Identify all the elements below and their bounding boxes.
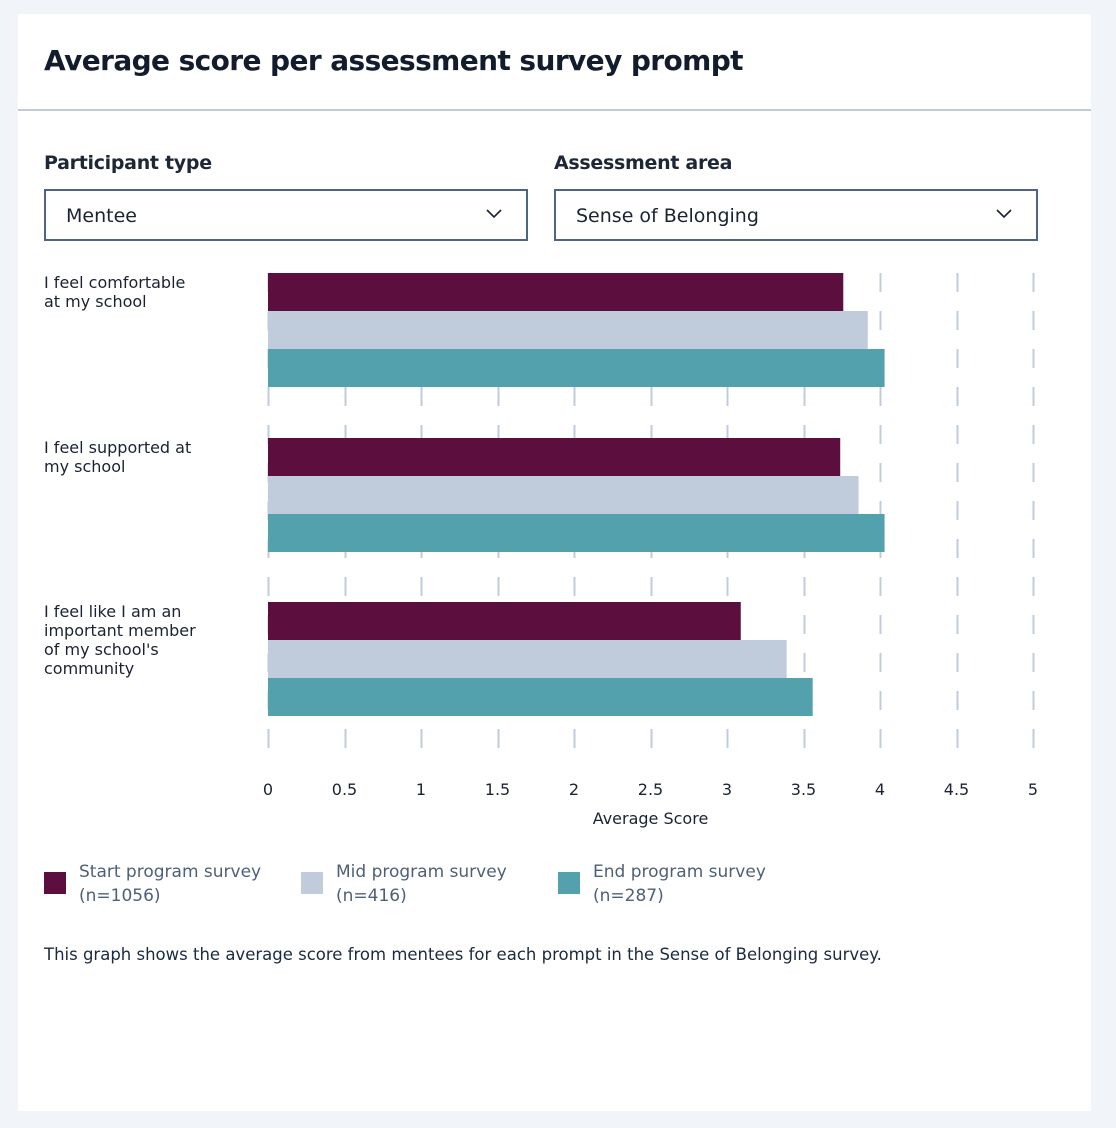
x-axis-title: Average Score [593,809,709,828]
assessment-area-filter: Assessment area Sense of Belonging [554,152,1038,241]
bar-mid [268,476,859,514]
category-label-line: community [44,659,135,678]
bar-chart: 0 0.5 1 1.5 2 2.5 3 3.5 4 4.5 5 Average Score [263,273,1038,828]
category-label-line: I feel comfortable [44,273,186,292]
category-label: I feel comfortable at my school [44,273,254,311]
chevron-down-icon [996,209,1012,219]
participant-type-filter: Participant type Mentee [44,152,528,241]
chart-caption: This graph shows the average score from … [44,945,882,964]
bar-start [268,438,841,476]
bar-end [268,349,885,387]
category-label-line: of my school's [44,640,159,659]
x-tick-label: 1 [416,780,426,799]
legend-swatch-mid [301,872,323,894]
bar-mid [268,640,787,678]
card-title: Average score per assessment survey prom… [44,44,744,77]
chart-card: Average score per assessment survey prom… [18,14,1091,1111]
x-tick-label: 4.5 [944,780,969,799]
category-label-line: I feel supported at [44,438,192,457]
legend-label-start: Start program survey [79,862,262,882]
bar-end [268,514,885,552]
card-header: Average score per assessment survey prom… [18,14,1091,111]
legend-swatch-start [44,872,66,894]
x-tick-label: 2.5 [638,780,663,799]
participant-type-label: Participant type [44,152,212,174]
chevron-down-icon [486,209,502,219]
participant-type-select[interactable]: Mentee [44,189,528,241]
legend-label-mid: Mid program survey [336,862,507,882]
legend-n-start: (n=1056) [79,886,161,906]
category-label: I feel supported at my school [44,438,254,476]
assessment-area-label: Assessment area [554,152,733,174]
category-label-line: important member [44,621,196,640]
bar-end [268,678,813,716]
legend: Start program survey (n=1056) Mid progra… [44,860,815,908]
x-tick-label: 1.5 [485,780,510,799]
legend-swatch-end [558,872,580,894]
legend-n-mid: (n=416) [336,886,407,906]
legend-label-end: End program survey [593,862,766,882]
x-tick-label: 5 [1028,780,1038,799]
category-label: I feel like I am an important member of my… [44,602,254,678]
category-label-line: at my school [44,292,147,311]
bar-start [268,602,741,640]
x-tick-label: 4 [875,780,885,799]
legend-item-start[interactable]: Start program survey (n=1056) [44,860,279,908]
x-tick-label: 3.5 [791,780,816,799]
legend-n-end: (n=287) [593,886,664,906]
bar-start [268,273,844,311]
legend-item-end[interactable]: End program survey (n=287) [558,860,793,908]
x-tick-label: 0 [263,780,273,799]
x-tick-label: 2 [569,780,579,799]
assessment-area-select[interactable]: Sense of Belonging [554,189,1038,241]
participant-type-value: Mentee [66,205,137,227]
category-label-line: I feel like I am an [44,602,182,621]
x-tick-label: 3 [722,780,732,799]
assessment-area-value: Sense of Belonging [576,205,759,227]
legend-item-mid[interactable]: Mid program survey (n=416) [301,860,536,908]
bar-mid [268,311,868,349]
x-tick-label: 0.5 [332,780,357,799]
category-label-line: my school [44,457,126,476]
